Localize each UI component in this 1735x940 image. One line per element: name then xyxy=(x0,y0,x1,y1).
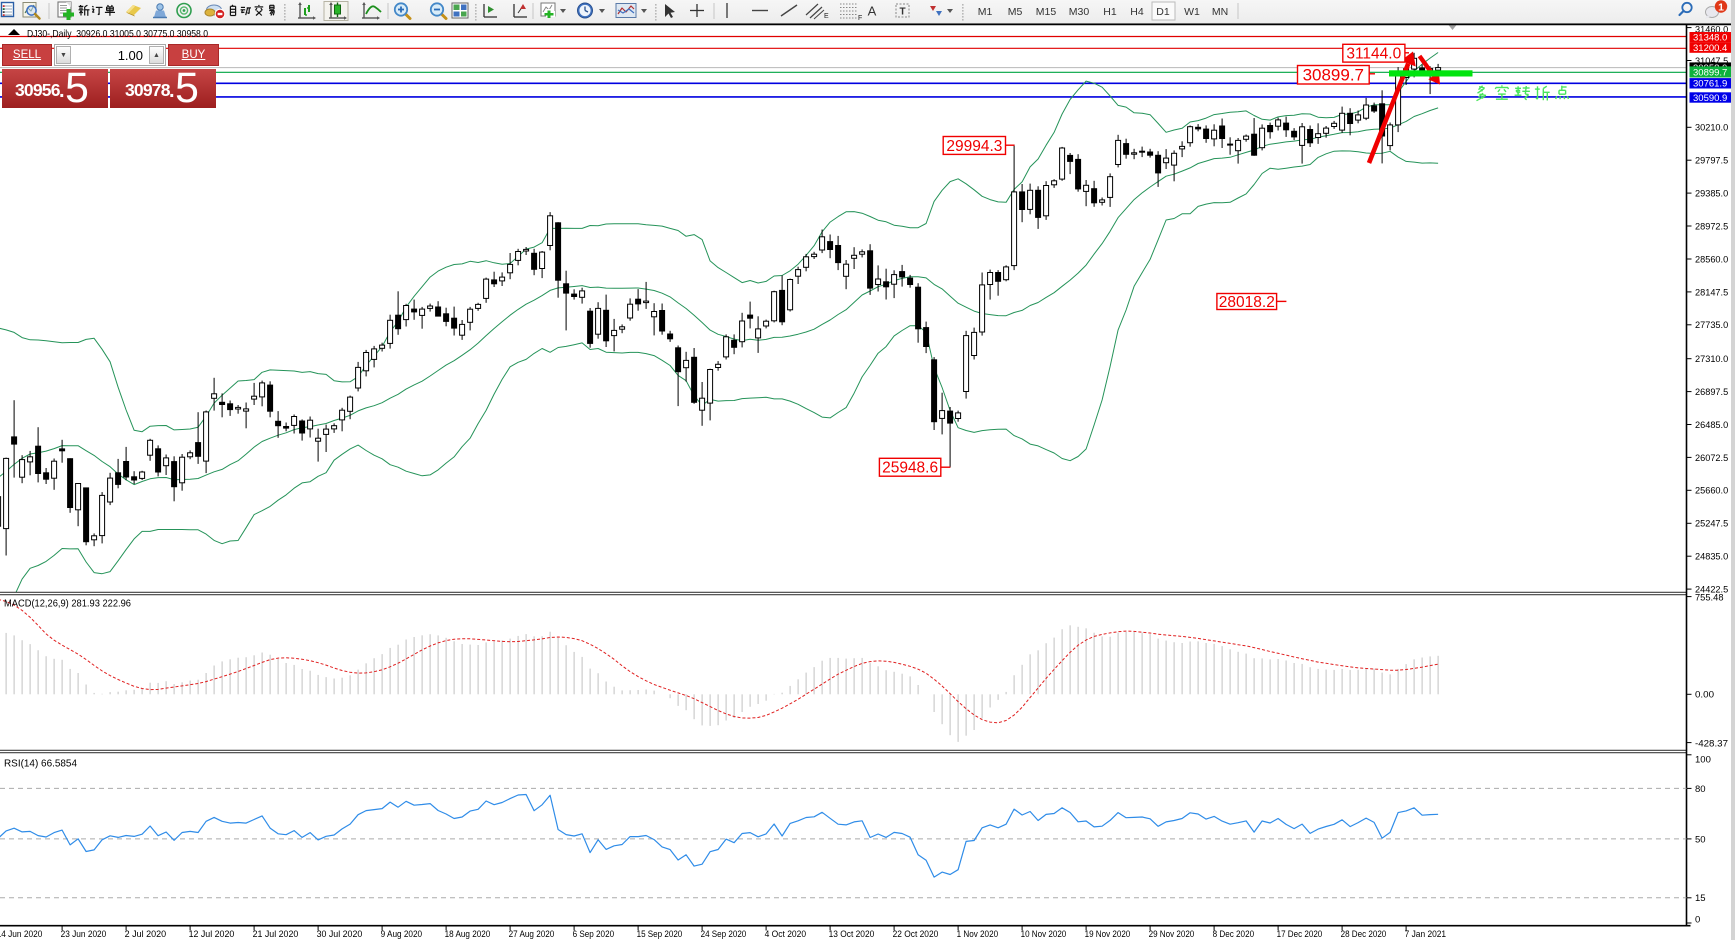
svg-text:24422.5: 24422.5 xyxy=(1695,585,1728,596)
svg-text:M5: M5 xyxy=(1008,6,1023,18)
svg-text:24 Sep 2020: 24 Sep 2020 xyxy=(701,929,747,940)
svg-text:25948.6: 25948.6 xyxy=(882,460,938,477)
svg-text:25660.0: 25660.0 xyxy=(1695,486,1728,497)
svg-text:26072.5: 26072.5 xyxy=(1695,453,1728,464)
svg-text:M1: M1 xyxy=(978,6,993,18)
svg-text:26485.0: 26485.0 xyxy=(1695,420,1728,431)
svg-text:50: 50 xyxy=(1695,834,1706,845)
svg-text:24835.0: 24835.0 xyxy=(1695,552,1728,563)
svg-text:29385.0: 29385.0 xyxy=(1695,189,1728,200)
svg-text:27310.0: 27310.0 xyxy=(1695,354,1728,365)
svg-text:29797.5: 29797.5 xyxy=(1695,156,1728,167)
svg-text:2 Jul 2020: 2 Jul 2020 xyxy=(125,929,167,940)
svg-text:H1: H1 xyxy=(1103,6,1117,18)
svg-text:MACD(12,26,9) 281.93 222.96: MACD(12,26,9) 281.93 222.96 xyxy=(4,598,131,610)
svg-text:4 Oct 2020: 4 Oct 2020 xyxy=(765,929,807,940)
svg-text:21 Jul 2020: 21 Jul 2020 xyxy=(253,929,299,940)
svg-text:31348.0: 31348.0 xyxy=(1693,33,1727,44)
svg-text:W1: W1 xyxy=(1184,6,1200,18)
svg-text:15: 15 xyxy=(1695,893,1706,904)
svg-text:1: 1 xyxy=(1718,1,1724,13)
svg-text:30899.7: 30899.7 xyxy=(1303,66,1364,85)
svg-text:A: A xyxy=(868,4,877,19)
svg-text:23 Jun 2020: 23 Jun 2020 xyxy=(61,929,107,940)
svg-text:D1: D1 xyxy=(1156,6,1170,18)
svg-text:25247.5: 25247.5 xyxy=(1695,519,1728,530)
svg-text:9 Aug 2020: 9 Aug 2020 xyxy=(381,929,423,940)
svg-text:8 Dec 2020: 8 Dec 2020 xyxy=(1213,929,1255,940)
svg-text:0: 0 xyxy=(1695,914,1700,925)
svg-text:100: 100 xyxy=(1695,755,1711,766)
svg-text:31144.0: 31144.0 xyxy=(1346,46,1401,63)
svg-text:30899.7: 30899.7 xyxy=(1693,68,1727,79)
svg-text:755.48: 755.48 xyxy=(1695,592,1724,603)
svg-text:28972.5: 28972.5 xyxy=(1695,221,1728,232)
svg-text:27735.0: 27735.0 xyxy=(1695,320,1728,331)
svg-text:12 Jul 2020: 12 Jul 2020 xyxy=(189,929,235,940)
svg-text:6 Sep 2020: 6 Sep 2020 xyxy=(573,929,615,940)
svg-text:30761.9: 30761.9 xyxy=(1693,79,1727,90)
svg-text:29 Nov 2020: 29 Nov 2020 xyxy=(1149,929,1195,940)
svg-text:DJ30-,Daily 30926.0 31005.0 3: DJ30-,Daily 30926.0 31005.0 30775.0 3095… xyxy=(27,29,208,40)
svg-text:F: F xyxy=(858,15,862,22)
svg-text:28 Dec 2020: 28 Dec 2020 xyxy=(1341,929,1387,940)
svg-text:15 Sep 2020: 15 Sep 2020 xyxy=(637,929,683,940)
svg-text:31460.0: 31460.0 xyxy=(1695,25,1728,36)
svg-text:80: 80 xyxy=(1695,784,1706,795)
svg-text:17 Dec 2020: 17 Dec 2020 xyxy=(1277,929,1323,940)
svg-text:29994.3: 29994.3 xyxy=(946,138,1002,155)
svg-text:M15: M15 xyxy=(1036,6,1057,18)
svg-text:RSI(14) 66.5854: RSI(14) 66.5854 xyxy=(4,758,77,770)
svg-text:22 Oct 2020: 22 Oct 2020 xyxy=(893,929,939,940)
svg-text:1 Nov 2020: 1 Nov 2020 xyxy=(957,929,999,940)
svg-text:31200.4: 31200.4 xyxy=(1693,43,1727,54)
svg-text:18 Aug 2020: 18 Aug 2020 xyxy=(445,929,491,940)
svg-text:0.00: 0.00 xyxy=(1695,690,1714,701)
svg-text:E: E xyxy=(824,13,829,20)
svg-text:7 Jan 2021: 7 Jan 2021 xyxy=(1405,929,1447,940)
svg-text:MN: MN xyxy=(1212,6,1228,18)
svg-text:13 Oct 2020: 13 Oct 2020 xyxy=(829,929,875,940)
svg-text:-428.37: -428.37 xyxy=(1695,738,1728,749)
svg-text:10 Nov 2020: 10 Nov 2020 xyxy=(1021,929,1067,940)
svg-text:T: T xyxy=(899,7,905,18)
svg-text:M30: M30 xyxy=(1069,6,1090,18)
svg-text:28018.2: 28018.2 xyxy=(1219,294,1275,311)
svg-text:28560.0: 28560.0 xyxy=(1695,254,1728,265)
svg-text:30590.9: 30590.9 xyxy=(1693,93,1727,104)
svg-text:H4: H4 xyxy=(1130,6,1144,18)
svg-text:30210.0: 30210.0 xyxy=(1695,123,1728,134)
svg-text:30 Jul 2020: 30 Jul 2020 xyxy=(317,929,363,940)
svg-text:26897.5: 26897.5 xyxy=(1695,387,1728,398)
svg-text:19 Nov 2020: 19 Nov 2020 xyxy=(1085,929,1131,940)
svg-text:27 Aug 2020: 27 Aug 2020 xyxy=(509,929,555,940)
svg-text:14 Jun 2020: 14 Jun 2020 xyxy=(0,929,42,940)
svg-text:31047.5: 31047.5 xyxy=(1695,56,1728,67)
svg-text:28147.5: 28147.5 xyxy=(1695,287,1728,298)
